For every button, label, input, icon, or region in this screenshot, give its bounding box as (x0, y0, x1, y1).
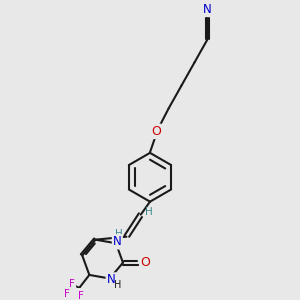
Text: N: N (107, 274, 116, 286)
Text: H: H (114, 280, 122, 290)
Text: O: O (140, 256, 150, 269)
Text: H: H (145, 207, 153, 217)
Text: N: N (203, 3, 212, 16)
Text: N: N (113, 235, 122, 248)
Text: H: H (115, 229, 122, 239)
Text: F: F (69, 278, 75, 289)
Text: O: O (151, 125, 161, 138)
Text: F: F (64, 289, 70, 299)
Text: F: F (78, 291, 84, 300)
